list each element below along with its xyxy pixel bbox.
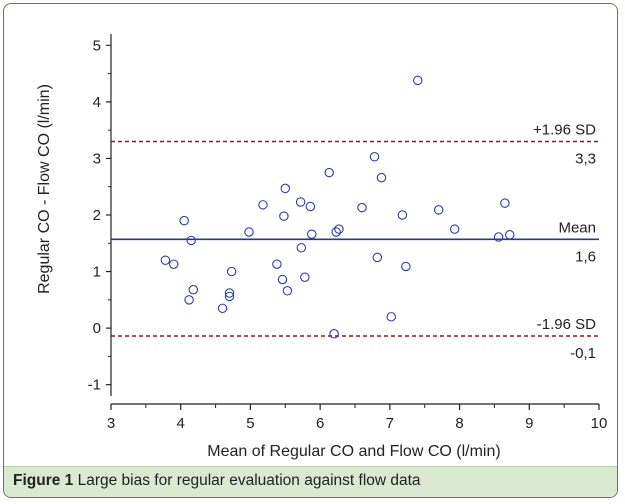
- data-point: [324, 167, 334, 178]
- mean-line-label: Mean: [558, 219, 596, 236]
- data-point: [329, 329, 339, 339]
- data-point: [188, 284, 199, 295]
- data-point: [372, 252, 383, 263]
- data-point: [412, 75, 423, 86]
- caption-label: Figure 1: [13, 472, 74, 489]
- data-point: [505, 230, 515, 240]
- axes: -1 0 1 2 3 4 5 3 4 5 6 7 8 9 10: [88, 34, 608, 432]
- data-point: [224, 291, 235, 302]
- data-point: [179, 215, 189, 226]
- x-tick-label: 4: [177, 415, 185, 432]
- data-point: [217, 303, 228, 314]
- figure-frame: -1 0 1 2 3 4 5 3 4 5 6 7 8 9 10 +1.96 SD 3,3 Mean 1,6 -1.9…: [3, 3, 618, 498]
- data-point: [369, 151, 380, 162]
- data-point: [401, 261, 411, 272]
- figure-caption: Figure 1 Large bias for regular evaluati…: [13, 472, 421, 490]
- axis-labels: Mean of Regular CO and Flow CO (l/min) R…: [36, 84, 501, 460]
- y-tick-label: 0: [93, 320, 101, 337]
- data-points: [160, 75, 515, 339]
- y-tick-label: 4: [93, 94, 101, 111]
- data-point: [258, 200, 268, 210]
- data-point: [376, 172, 387, 183]
- data-point: [160, 255, 171, 266]
- data-point: [305, 201, 316, 212]
- mean-value-label: 1,6: [575, 248, 596, 265]
- y-tick-label: 2: [93, 207, 101, 224]
- data-point: [168, 259, 179, 269]
- data-point: [386, 312, 397, 322]
- data-point: [493, 232, 504, 242]
- y-tick-label: 1: [93, 264, 101, 281]
- data-point: [282, 286, 293, 296]
- data-point: [307, 229, 317, 239]
- lower-line-label: -1.96 SD: [537, 316, 596, 333]
- data-point: [300, 272, 310, 282]
- reference-lines: +1.96 SD 3,3 Mean 1,6 -1.96 SD -0,1: [111, 121, 599, 362]
- data-point: [272, 259, 282, 269]
- upper-line-label: +1.96 SD: [533, 121, 596, 138]
- x-tick-label: 6: [316, 415, 324, 432]
- upper-value-label: 3,3: [575, 150, 596, 167]
- x-tick-label: 7: [386, 415, 394, 432]
- data-point: [295, 197, 306, 207]
- data-point: [397, 210, 408, 220]
- data-point: [433, 205, 444, 215]
- y-axis-title: Regular CO - Flow CO (l/min): [36, 84, 53, 294]
- x-axis-title: Mean of Regular CO and Flow CO (l/min): [207, 443, 500, 460]
- data-point: [279, 211, 289, 221]
- data-point: [357, 202, 367, 213]
- data-point: [296, 243, 307, 253]
- lower-value-label: -0,1: [570, 345, 596, 362]
- data-point: [226, 266, 237, 277]
- bland-altman-plot: -1 0 1 2 3 4 5 3 4 5 6 7 8 9 10 +1.96 SD 3,3 Mean 1,6 -1.9…: [36, 34, 608, 460]
- data-point: [186, 235, 196, 246]
- x-tick-label: 9: [525, 415, 533, 432]
- y-tick-label: 3: [93, 150, 101, 167]
- data-point: [277, 274, 288, 285]
- data-point: [334, 224, 344, 234]
- caption-bar: Figure 1 Large bias for regular evaluati…: [4, 466, 617, 497]
- data-point: [184, 295, 194, 305]
- data-point: [500, 198, 510, 208]
- x-tick-label: 5: [246, 415, 254, 432]
- y-tick-label: -1: [88, 377, 101, 394]
- y-tick-label: 5: [93, 37, 101, 54]
- x-tick-label: 3: [107, 415, 115, 432]
- data-point: [244, 227, 254, 237]
- data-point: [280, 183, 291, 194]
- caption-text: Large bias for regular evaluation agains…: [77, 472, 421, 489]
- x-tick-label: 10: [591, 415, 608, 432]
- data-point: [449, 224, 460, 234]
- data-point: [331, 227, 341, 237]
- x-tick-label: 8: [455, 415, 463, 432]
- data-point: [224, 288, 235, 298]
